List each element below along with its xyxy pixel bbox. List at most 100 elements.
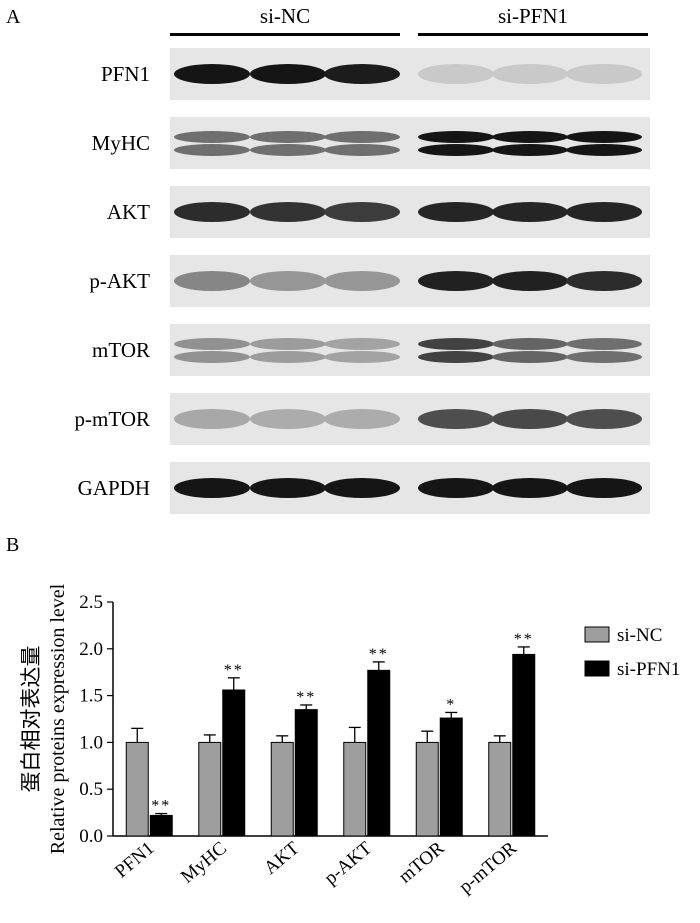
- blot-band: [174, 202, 250, 222]
- blot-band: [324, 409, 400, 429]
- blot-band: [418, 478, 494, 498]
- blot-band: [250, 271, 326, 291]
- blot-band: [324, 202, 400, 222]
- significance-mark: **: [151, 798, 171, 815]
- bar: [343, 741, 367, 837]
- y-tick-label: 1.0: [79, 732, 103, 753]
- blot-label-pfn1: PFN1: [100, 62, 150, 86]
- blot-band: [492, 64, 568, 84]
- significance-mark: **: [296, 689, 316, 706]
- blot-band: [250, 64, 326, 84]
- category-label: mTOR: [395, 838, 449, 888]
- blot-band: [566, 409, 642, 429]
- blot-band: [566, 351, 642, 363]
- y-tick-label: 0.0: [79, 826, 103, 847]
- blot-band: [324, 64, 400, 84]
- blot-band: [174, 338, 250, 350]
- significance-mark: **: [514, 631, 534, 648]
- blot-band: [418, 351, 494, 363]
- y-tick-label: 2.5: [79, 592, 103, 613]
- blot-band: [418, 144, 494, 156]
- blot-band: [492, 338, 568, 350]
- blot-band: [324, 271, 400, 291]
- group-line-si-pfn1: [418, 33, 648, 36]
- blot-band: [492, 271, 568, 291]
- blot-band: [492, 144, 568, 156]
- blot-band: [418, 271, 494, 291]
- blot-band: [324, 478, 400, 498]
- blot-band: [324, 351, 400, 363]
- significance-mark: **: [224, 662, 244, 679]
- blot-band: [174, 478, 250, 498]
- blot-label-p-mtor: p-mTOR: [74, 407, 150, 431]
- blot-band: [250, 131, 326, 143]
- bar: [222, 689, 246, 837]
- legend-label: si-PFN1: [617, 659, 680, 680]
- blot-band: [324, 144, 400, 156]
- bar: [439, 717, 463, 837]
- bar: [512, 653, 536, 837]
- y-axis-label-cn: 蛋白相对表达量: [19, 646, 43, 793]
- blot-band: [418, 131, 494, 143]
- blot-band: [324, 338, 400, 350]
- blot-strip-myhc: [170, 117, 650, 169]
- bar: [367, 669, 391, 837]
- bar: [125, 741, 149, 837]
- blot-band: [174, 271, 250, 291]
- blot-strip-akt: [170, 186, 650, 238]
- y-tick-label: 1.5: [79, 686, 103, 707]
- blot-strip-p-mtor: [170, 393, 650, 445]
- bar: [294, 709, 318, 837]
- blot-band: [174, 131, 250, 143]
- blot-band: [492, 202, 568, 222]
- blot-band: [492, 131, 568, 143]
- y-tick-label: 2.0: [79, 639, 103, 660]
- group-label-si-nc: si-NC: [259, 4, 311, 28]
- blot-band: [174, 64, 250, 84]
- significance-mark: *: [446, 696, 456, 713]
- blot-band: [492, 409, 568, 429]
- category-label: PFN1: [111, 838, 158, 883]
- bar: [270, 741, 294, 837]
- group-label-si-pfn1: si-PFN1: [497, 4, 569, 28]
- bar: [488, 741, 512, 837]
- blot-band: [250, 144, 326, 156]
- category-label: MyHC: [177, 838, 231, 888]
- blot-band: [250, 202, 326, 222]
- blot-band: [566, 478, 642, 498]
- blot-band: [566, 271, 642, 291]
- blot-band: [566, 64, 642, 84]
- bar: [415, 741, 439, 837]
- category-label: AKT: [260, 837, 304, 878]
- blot-band: [250, 409, 326, 429]
- group-line-si-nc: [170, 33, 400, 36]
- bar: [149, 814, 173, 837]
- blot-band: [566, 131, 642, 143]
- legend-swatch: [584, 626, 610, 643]
- blot-label-mtor: mTOR: [92, 338, 150, 362]
- blot-strip-p-akt: [170, 255, 650, 307]
- blot-band: [250, 338, 326, 350]
- category-label: p-AKT: [320, 837, 376, 889]
- blot-band: [566, 338, 642, 350]
- blot-band: [174, 144, 250, 156]
- legend-label: si-NC: [617, 625, 662, 646]
- blot-band: [492, 478, 568, 498]
- blot-label-akt: AKT: [106, 200, 150, 224]
- y-axis-label: Relative proteins expression level: [47, 583, 69, 854]
- blot-label-myhc: MyHC: [91, 131, 150, 155]
- blot-band: [566, 144, 642, 156]
- blot-band: [250, 478, 326, 498]
- blot-band: [418, 409, 494, 429]
- blot-label-gapdh: GAPDH: [77, 476, 150, 500]
- blot-strip-pfn1: [170, 48, 650, 100]
- blot-band: [566, 202, 642, 222]
- significance-mark: **: [369, 646, 389, 663]
- bar-chart: 0.0 0.5 1.0 1.5 2.0 2.5 蛋白相对表达量 Relative protei…: [19, 583, 680, 898]
- blot-band: [418, 202, 494, 222]
- bar: [198, 741, 222, 837]
- category-label: p-mTOR: [455, 838, 521, 898]
- blot-band: [174, 409, 250, 429]
- y-tick-label: 0.5: [79, 779, 103, 800]
- blot-strip-gapdh: [170, 462, 650, 514]
